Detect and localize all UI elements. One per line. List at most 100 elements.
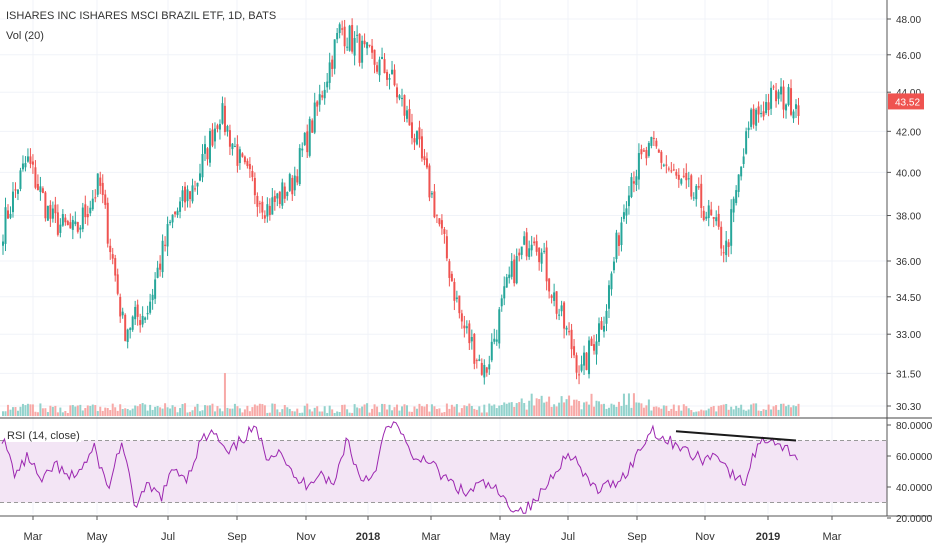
candle-body	[500, 298, 503, 307]
candle-body	[510, 261, 513, 277]
volume-bar	[780, 403, 783, 416]
candle-body	[765, 102, 768, 114]
candle-body	[131, 316, 134, 330]
candle-body	[273, 195, 276, 202]
candle-body	[36, 183, 39, 190]
volume-bar	[485, 412, 488, 416]
candle-body	[647, 143, 650, 156]
candle-body	[154, 279, 157, 299]
volume-bar	[169, 408, 172, 416]
rsi-tick-label: 80.0000	[896, 421, 932, 432]
time-axis[interactable]: Mar May Jul Sep Nov 2018 Mar May Jul Sep Nov 2019 Ma…	[24, 516, 842, 543]
candle-body	[109, 245, 112, 253]
candle-body	[356, 34, 359, 36]
volume-bar	[493, 404, 496, 416]
volume-bar	[503, 402, 506, 416]
volume-bar	[640, 403, 643, 416]
volume-bar	[752, 403, 755, 416]
candle-body	[607, 285, 610, 309]
volume-bar	[667, 410, 670, 416]
candle-body	[443, 229, 446, 234]
candle-body	[453, 281, 456, 301]
volume-bar	[518, 402, 521, 416]
volume-bar	[418, 403, 421, 416]
volume-bar	[121, 409, 124, 416]
volume-bar	[144, 404, 147, 416]
candle-body	[76, 222, 79, 232]
candle-body	[6, 210, 9, 219]
volume-bar	[665, 405, 668, 416]
candle-body	[622, 212, 625, 219]
candle-body	[263, 215, 266, 219]
volume-bar	[311, 411, 314, 416]
volume-bar	[745, 410, 748, 416]
candle-body	[428, 165, 431, 198]
candle-body	[318, 94, 321, 105]
candle-body	[797, 105, 800, 117]
candle-body	[363, 40, 366, 45]
rsi-trendline[interactable]	[675, 430, 797, 442]
candle-body	[625, 208, 628, 216]
candle-body	[311, 120, 314, 133]
volume-bar	[600, 404, 603, 416]
volume-bar	[69, 405, 72, 416]
candle-body	[752, 108, 755, 125]
volume-bar	[463, 405, 466, 416]
candle-body	[393, 69, 396, 86]
volume-bar	[228, 408, 231, 416]
candle-body	[418, 127, 421, 140]
candle-body	[391, 69, 394, 75]
candle-body	[478, 359, 481, 361]
price-axis[interactable]: 30.30 31.50 33.00 34.50 36.00 38.00 40.00 42.00…	[887, 15, 921, 413]
volume-bar	[553, 404, 556, 416]
volume-bar	[291, 411, 294, 416]
volume-bar	[253, 404, 256, 416]
volume-bar	[233, 403, 236, 416]
candle-body	[184, 186, 187, 203]
candle-body	[278, 191, 281, 205]
rsi-axis[interactable]: 20.0000 40.0000 60.0000 80.0000	[887, 421, 932, 525]
candle-body	[747, 127, 750, 131]
volume-bar	[283, 404, 286, 416]
volume-bar	[139, 404, 142, 416]
volume-bar	[585, 401, 588, 416]
candle-body	[598, 323, 601, 342]
candle-body	[615, 232, 618, 260]
volume-bar	[176, 412, 179, 416]
candle-body	[413, 138, 416, 143]
volume-bar	[381, 403, 384, 416]
volume-bar	[448, 408, 451, 416]
volume-bar	[6, 404, 9, 416]
volume-bar	[428, 411, 431, 416]
candle-body	[610, 273, 613, 290]
candle-body	[483, 364, 486, 378]
candle-body	[670, 170, 673, 172]
volume-bar	[303, 405, 306, 416]
candle-body	[81, 207, 84, 230]
candle-body	[243, 156, 246, 163]
volume-bar	[782, 403, 785, 416]
candle-body	[430, 193, 433, 195]
candle-body	[49, 204, 52, 219]
candle-body	[627, 195, 630, 207]
candle-body	[740, 166, 743, 177]
volume-bar	[286, 407, 289, 416]
candle-body	[660, 151, 663, 163]
candle-body	[366, 42, 369, 49]
candle-body	[241, 153, 244, 157]
candle-body	[268, 205, 271, 216]
candle-body	[141, 315, 144, 325]
candle-body	[253, 177, 256, 196]
volume-bar	[54, 405, 57, 416]
candle-body	[146, 313, 149, 315]
candle-body	[475, 360, 478, 362]
candle-body	[199, 173, 202, 181]
volume-bar	[9, 409, 12, 416]
volume-bar	[460, 408, 463, 416]
time-tick-label: Jul	[561, 531, 575, 543]
candle-body	[595, 341, 598, 355]
volume-bar	[565, 399, 568, 416]
candle-body	[69, 222, 72, 229]
price-tick-label: 46.00	[896, 51, 921, 62]
